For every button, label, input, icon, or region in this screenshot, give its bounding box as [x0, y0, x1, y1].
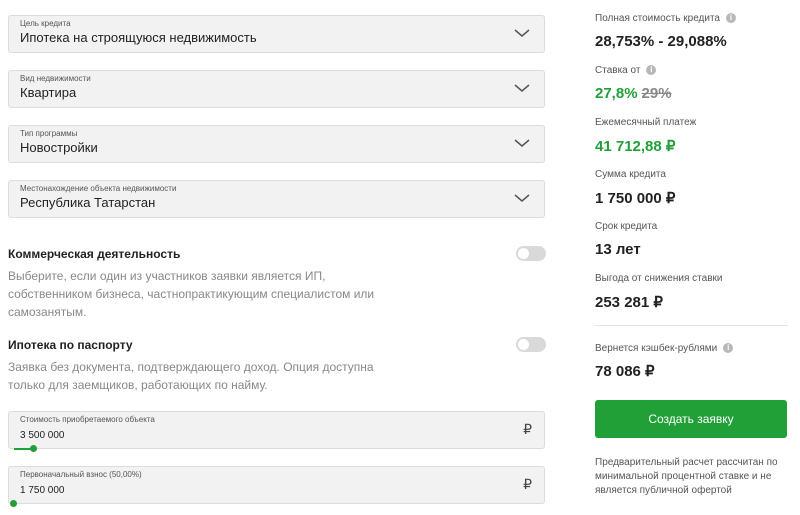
rate-label: Ставка от i [595, 65, 657, 76]
divider [595, 325, 788, 326]
property-location-select[interactable]: Местонахождение объекта недвижимости Рес… [8, 180, 545, 218]
property-cost-value: 3 500 000 [20, 430, 65, 441]
ruble-icon: ₽ [523, 421, 532, 437]
property-type-value: Квартира [20, 85, 77, 100]
info-icon[interactable]: i [646, 65, 657, 75]
monthly-payment-label: Ежемесячный платеж [595, 117, 697, 128]
disclaimer-text: Предварительный расчет рассчитан по мини… [595, 457, 778, 496]
property-cost-label: Стоимость приобретаемого объекта [20, 415, 155, 424]
program-type-value: Новостройки [20, 140, 98, 155]
property-location-value: Республика Татарстан [20, 195, 156, 210]
down-payment-slider[interactable] [10, 500, 534, 507]
down-payment-label: Первоначальный взнос (50,00%) [20, 470, 142, 479]
commercial-option-title: Коммерческая деятельность [8, 247, 181, 261]
cashback-value: 78 086 ₽ [595, 363, 655, 380]
slider-fill [14, 448, 34, 450]
loan-amount-label: Сумма кредита [595, 169, 666, 180]
commercial-toggle[interactable] [516, 246, 546, 261]
passport-option-description: Заявка без документа, подтверждающего до… [8, 360, 374, 392]
chevron-down-icon [514, 194, 530, 202]
slider-handle[interactable] [30, 445, 37, 452]
property-location-label: Местонахождение объекта недвижимости [20, 184, 177, 193]
credit-purpose-select[interactable]: Цель кредита Ипотека на строящуюся недви… [8, 15, 545, 53]
chevron-down-icon [514, 29, 530, 37]
property-cost-input[interactable]: Стоимость приобретаемого объекта 3 500 0… [8, 411, 545, 449]
property-type-select[interactable]: Вид недвижимости Квартира [8, 70, 545, 108]
passport-toggle[interactable] [516, 337, 546, 352]
commercial-option-description: Выберите, если один из участников заявки… [8, 269, 375, 319]
ruble-icon: ₽ [523, 476, 532, 492]
rate-value-row: 27,8% 29% [595, 85, 672, 102]
property-cost-slider[interactable] [14, 445, 534, 452]
full-cost-value: 28,753% - 29,088% [595, 33, 727, 50]
cashback-label: Вернется кэшбек-рублями i [595, 343, 734, 354]
credit-purpose-value: Ипотека на строящуюся недвижимость [20, 30, 257, 45]
info-icon[interactable]: i [726, 13, 736, 23]
monthly-payment-value: 41 712,88 ₽ [595, 138, 676, 155]
property-type-label: Вид недвижимости [20, 74, 91, 83]
program-type-label: Тип программы [20, 129, 78, 138]
rate-value: 27,8% [595, 85, 638, 102]
old-rate-value: 29% [641, 85, 672, 102]
info-icon[interactable]: i [723, 343, 734, 353]
credit-purpose-label: Цель кредита [20, 19, 71, 28]
passport-option-title: Ипотека по паспорту [8, 338, 133, 352]
loan-term-label: Срок кредита [595, 221, 658, 232]
rate-benefit-label: Выгода от снижения ставки [595, 273, 723, 284]
create-application-button[interactable]: Создать заявку [595, 400, 787, 438]
chevron-down-icon [514, 84, 530, 92]
program-type-select[interactable]: Тип программы Новостройки [8, 125, 545, 163]
toggle-knob [518, 339, 529, 350]
summary-panel: Полная стоимость кредита i 28,753% - 29,0… [595, 0, 795, 515]
rate-benefit-value: 253 281 ₽ [595, 294, 663, 311]
slider-handle[interactable] [10, 500, 17, 507]
chevron-down-icon [514, 139, 530, 147]
toggle-knob [518, 248, 529, 259]
down-payment-value: 1 750 000 [20, 485, 65, 496]
loan-amount-value: 1 750 000 ₽ [595, 190, 676, 207]
down-payment-input[interactable]: Первоначальный взнос (50,00%) 1 750 000 … [8, 466, 545, 504]
full-cost-label: Полная стоимость кредита i [595, 13, 736, 24]
loan-term-value: 13 лет [595, 241, 641, 258]
